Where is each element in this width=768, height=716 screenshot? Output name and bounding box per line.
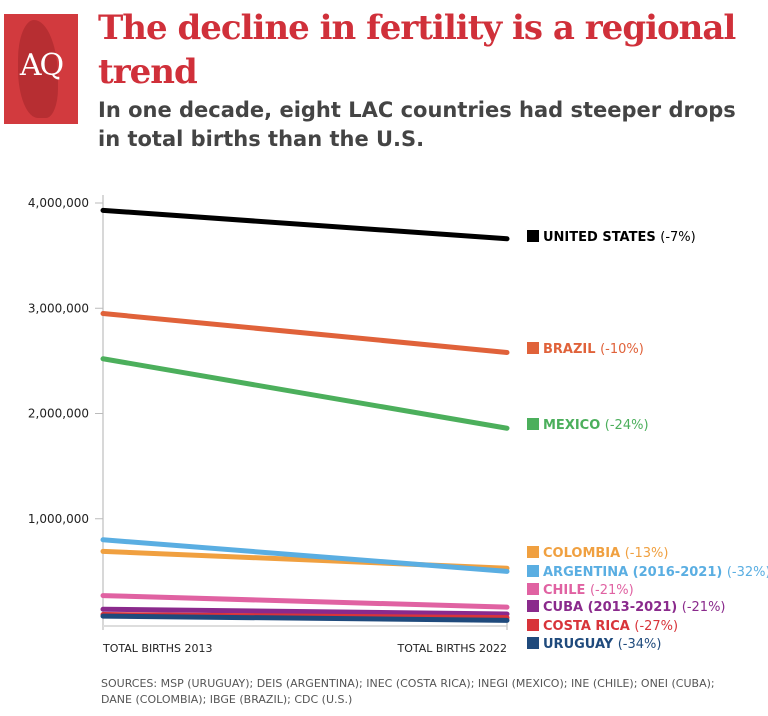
y-tick-label: 1,000,000 — [28, 512, 89, 526]
legend-swatch — [527, 546, 539, 558]
series-line — [100, 356, 510, 431]
legend-label: CHILE (-21%) — [543, 583, 634, 598]
legend-change: (-7%) — [660, 230, 695, 245]
series-line — [100, 593, 510, 610]
aq-logo: AQ — [4, 14, 78, 124]
series-line — [100, 311, 510, 355]
legend-swatch — [527, 342, 539, 354]
sources-note: SOURCES: MSP (URUGUAY); DEIS (ARGENTINA)… — [101, 677, 715, 706]
legend-swatch — [527, 583, 539, 595]
legend-label: ARGENTINA (2016-2021) (-32%) — [543, 565, 768, 580]
series-line — [100, 207, 510, 242]
chart-title: The decline in fertility is a regional t… — [98, 8, 736, 92]
legend-label: UNITED STATES (-7%) — [543, 230, 696, 245]
legend-change: (-21%) — [590, 583, 634, 598]
y-tick-label: 4,000,000 — [28, 196, 89, 210]
legend-label: COLOMBIA (-13%) — [543, 546, 668, 561]
legend-swatch — [527, 230, 539, 242]
legend-change: (-10%) — [600, 342, 644, 357]
legend-label: COSTA RICA (-27%) — [543, 619, 678, 634]
legend-swatch — [527, 637, 539, 649]
legend-swatch — [527, 600, 539, 612]
series-line — [100, 606, 510, 617]
legend-change: (-24%) — [605, 418, 649, 433]
legend-swatch — [527, 418, 539, 430]
y-tick-label: 3,000,000 — [28, 301, 89, 315]
legend-change: (-21%) — [682, 600, 726, 615]
legend-swatch — [527, 619, 539, 631]
legend-label: MEXICO (-24%) — [543, 418, 649, 433]
x-tick-label: TOTAL BIRTHS 2013 — [102, 642, 213, 655]
legend-label: BRAZIL (-10%) — [543, 342, 644, 357]
legend-change: (-27%) — [634, 619, 678, 634]
legend-change: (-34%) — [618, 637, 662, 652]
legend-change: (-32%) — [727, 565, 768, 580]
legend-label: CUBA (2013-2021) (-21%) — [543, 600, 726, 615]
x-tick-label: TOTAL BIRTHS 2022 — [397, 642, 508, 655]
y-tick-label: 2,000,000 — [28, 407, 89, 421]
series-line — [100, 613, 510, 623]
legend-label: URUGUAY (-34%) — [543, 637, 661, 652]
legend-change: (-13%) — [625, 546, 669, 561]
legend-swatch — [527, 565, 539, 577]
chart-subtitle: In one decade, eight LAC countries had s… — [98, 98, 736, 151]
series-line — [100, 537, 510, 574]
